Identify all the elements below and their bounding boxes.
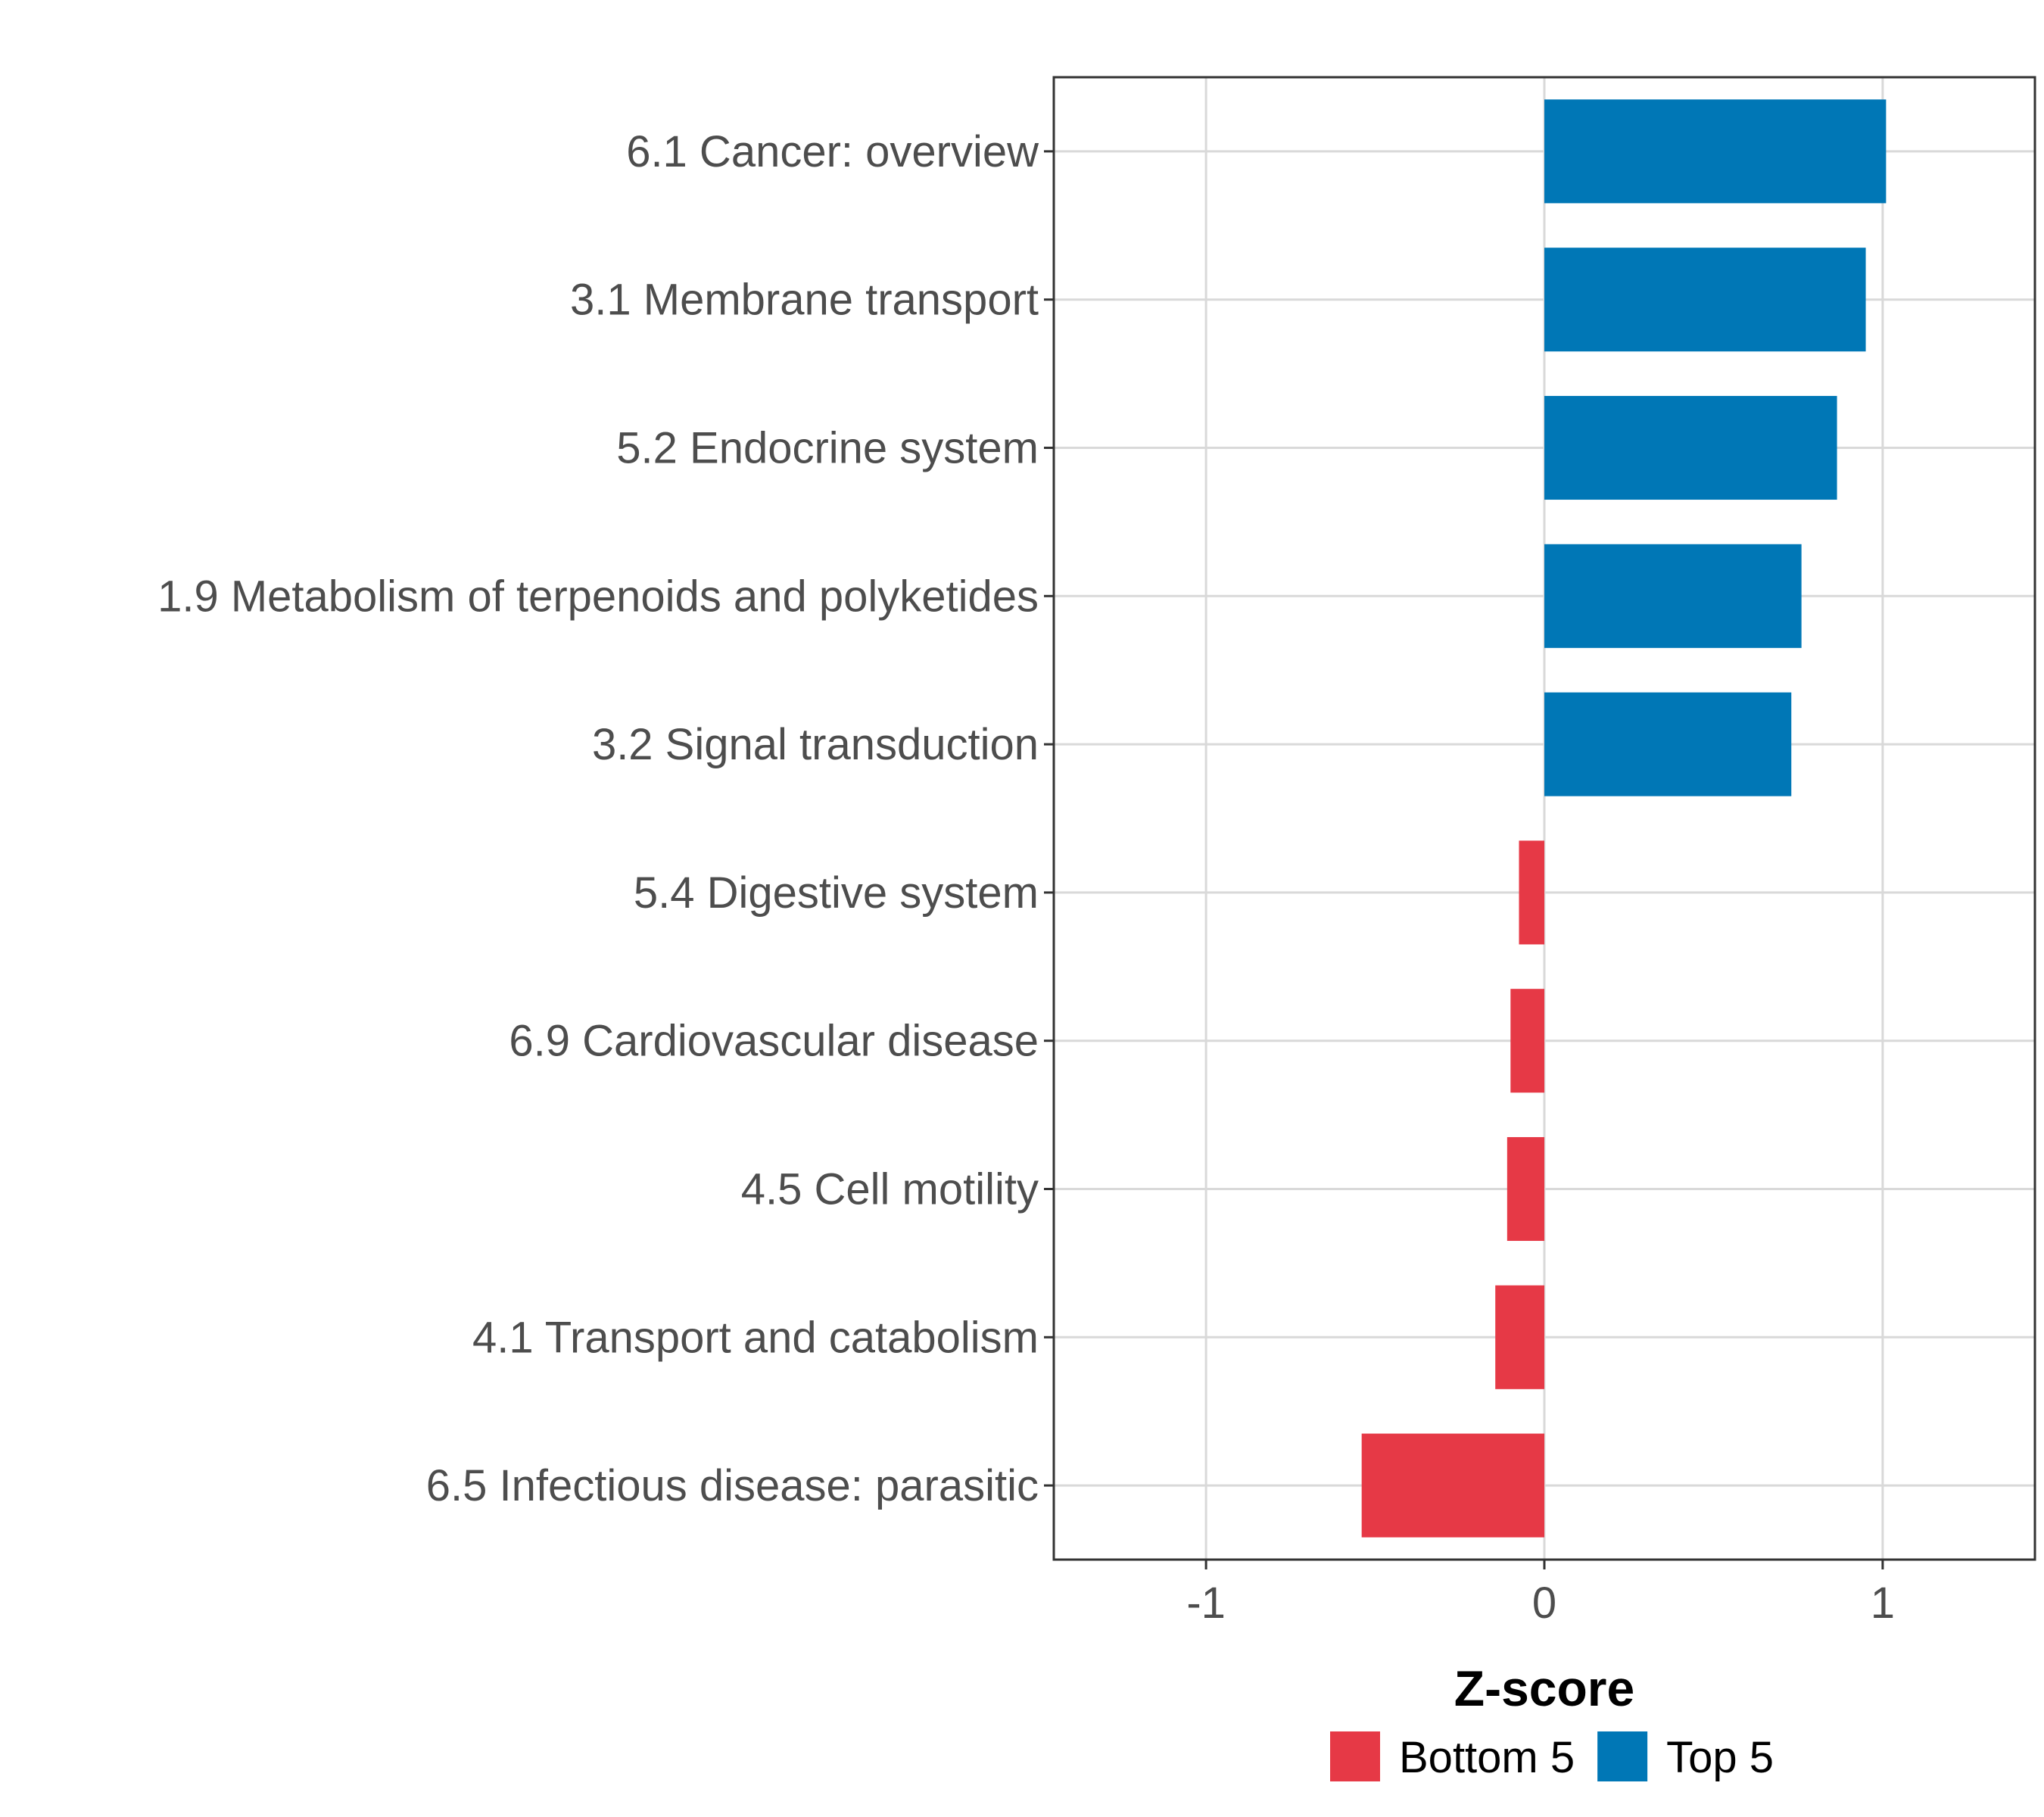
y-tick-label-8: 4.1 Transport and catabolism <box>472 1313 1039 1362</box>
legend-label-0: Bottom 5 <box>1399 1733 1575 1782</box>
bar-4 <box>1544 692 1792 796</box>
bar-6 <box>1510 989 1544 1093</box>
bar-8 <box>1495 1285 1544 1389</box>
y-tick-label-6: 6.9 Cardiovascular disease <box>509 1017 1039 1066</box>
x-tick-label-0: -1 <box>1186 1579 1226 1628</box>
x-tick-label-2: 1 <box>1871 1579 1895 1628</box>
y-tick-label-5: 5.4 Digestive system <box>634 868 1039 918</box>
x-axis: -1 0 1 <box>1186 1560 1895 1628</box>
y-tick-label-3: 1.9 Metabolism of terpenoids and polyket… <box>157 572 1039 621</box>
y-tick-label-4: 3.2 Signal transduction <box>592 720 1039 769</box>
bar-5 <box>1519 840 1544 945</box>
y-tick-label-2: 5.2 Endocrine system <box>616 424 1039 473</box>
y-tick-label-1: 3.1 Membrane transport <box>570 276 1039 325</box>
bar-3 <box>1544 544 1802 648</box>
bar-7 <box>1507 1136 1544 1242</box>
legend-label-1: Top 5 <box>1666 1733 1774 1782</box>
y-tick-label-0: 6.1 Cancer: overview <box>626 127 1039 176</box>
bar-2 <box>1544 395 1837 500</box>
legend-key-1 <box>1597 1731 1648 1781</box>
x-axis-title: Z-score <box>1454 1660 1634 1716</box>
x-tick-label-1: 0 <box>1532 1579 1556 1628</box>
y-axis: 6.1 Cancer: overview 3.1 Membrane transpo… <box>157 127 1054 1510</box>
y-tick-label-9: 6.5 Infectious disease: parasitic <box>426 1461 1039 1510</box>
legend-key-0 <box>1330 1731 1380 1781</box>
bar-9 <box>1361 1433 1544 1538</box>
bar-0 <box>1544 99 1887 204</box>
legend: Bottom 5 Top 5 <box>1330 1731 1774 1782</box>
bars <box>1361 99 1887 1538</box>
bar-1 <box>1544 248 1866 352</box>
y-tick-label-7: 4.5 Cell motility <box>741 1165 1039 1214</box>
